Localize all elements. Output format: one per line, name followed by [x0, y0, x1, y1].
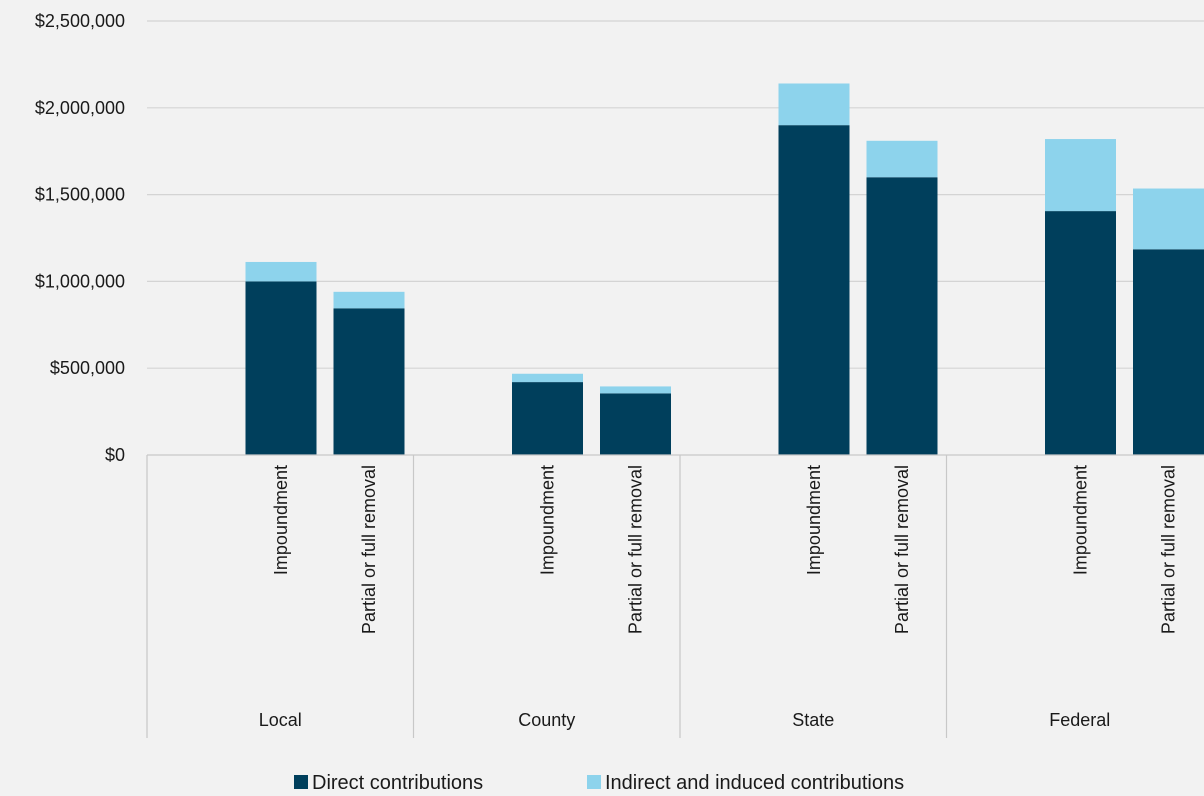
legend-label-indirect: Indirect and induced contributions [605, 772, 904, 794]
legend-swatch-direct [294, 775, 308, 789]
gridlines [147, 20, 1204, 369]
category-label: Impoundment [1071, 465, 1091, 575]
bar-direct [512, 382, 583, 455]
x-axis-category-labels: Impoundment Partial or full removal Impoun… [271, 465, 1179, 634]
y-tick-label: $2,000,000 [35, 98, 125, 118]
y-tick-label: $0 [105, 445, 125, 465]
y-tick-label: $2,500,000 [35, 11, 125, 31]
bar-indirect [600, 386, 671, 394]
bars [245, 83, 1204, 456]
bar-indirect [1045, 139, 1116, 212]
x-axis-group-labels: Local County State Federal [259, 710, 1111, 730]
bar-direct [245, 281, 317, 455]
bar-indirect [778, 83, 850, 126]
category-label: Impoundment [538, 465, 558, 575]
x-axis [146, 454, 1204, 738]
bar-direct [333, 308, 405, 455]
bar-direct [778, 125, 850, 455]
legend-label-direct: Direct contributions [312, 772, 483, 794]
legend-swatch-indirect [587, 775, 601, 789]
category-label: Impoundment [804, 465, 824, 575]
category-label: Partial or full removal [892, 465, 912, 634]
bar-indirect [245, 261, 317, 282]
y-tick-label: $500,000 [50, 358, 125, 378]
category-label: Partial or full removal [1159, 465, 1179, 634]
legend: Direct contributions Indirect and induced… [294, 772, 904, 794]
bar-direct [1133, 249, 1204, 455]
bar-indirect [512, 373, 583, 383]
bar-indirect [333, 291, 405, 309]
y-tick-label: $1,500,000 [35, 185, 125, 205]
group-label: Federal [1049, 710, 1110, 730]
bar-direct [600, 393, 671, 455]
group-label: State [792, 710, 834, 730]
bar-indirect [1133, 188, 1204, 250]
y-axis-tick-labels: $0 $500,000 $1,000,000 $1,500,000 $2,000,000… [35, 11, 125, 465]
category-label: Partial or full removal [626, 465, 646, 634]
category-label: Partial or full removal [359, 465, 379, 634]
bar-direct [1045, 211, 1116, 455]
group-label: Local [259, 710, 302, 730]
bar-indirect [866, 140, 938, 178]
y-tick-label: $1,000,000 [35, 271, 125, 291]
group-label: County [518, 710, 575, 730]
bar-direct [866, 177, 938, 456]
category-label: Impoundment [271, 465, 291, 575]
